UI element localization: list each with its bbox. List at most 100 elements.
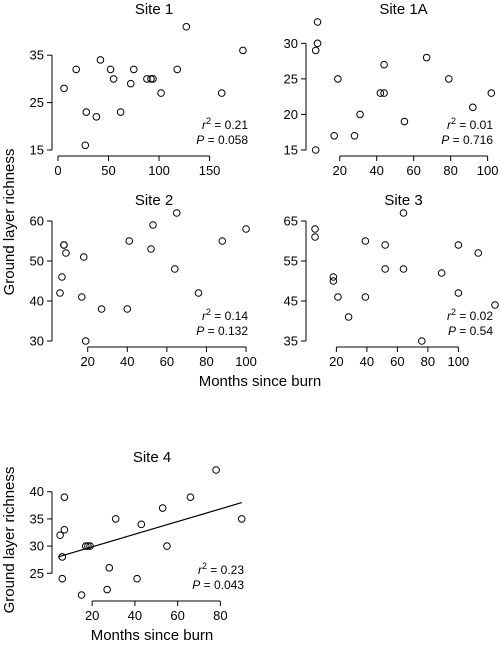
data-point: [239, 46, 247, 55]
ylabel-top: Ground layer richness: [1, 149, 18, 296]
data-point: [81, 141, 90, 150]
data-point: [356, 110, 364, 119]
data-point: [487, 89, 496, 97]
y-tick-label: 35: [30, 511, 44, 526]
panel-title: Site 1A: [379, 1, 427, 18]
data-point: [147, 75, 155, 83]
data-point: [311, 146, 320, 154]
x-tick-label: 80: [213, 608, 227, 623]
data-point: [454, 241, 463, 249]
data-point: [106, 65, 115, 74]
data-point: [77, 293, 86, 301]
data-point: [334, 293, 342, 301]
p-value-label: P = 0.54: [448, 324, 493, 338]
data-point: [111, 515, 120, 523]
data-point: [217, 89, 226, 97]
data-point: [330, 131, 338, 140]
data-point: [62, 249, 70, 257]
y-tick-label: 15: [284, 143, 298, 158]
data-point: [129, 65, 138, 74]
x-tick-label: 50: [101, 163, 115, 178]
r-squared-label: r2 = 0.02: [447, 307, 493, 323]
x-tick-label: 100: [448, 354, 470, 369]
p-value-label: P = 0.058: [196, 133, 248, 147]
data-point: [157, 89, 165, 97]
xlabel-bottom: Months since burn: [91, 627, 214, 644]
x-tick-label: 150: [199, 163, 221, 178]
y-tick-label: 60: [30, 214, 44, 229]
r-squared-label: r2 = 0.21: [202, 116, 248, 132]
data-point: [97, 305, 106, 313]
data-point: [399, 209, 408, 217]
y-tick-label: 15: [30, 143, 44, 158]
data-point: [125, 237, 134, 245]
data-point: [56, 289, 64, 297]
data-point: [60, 525, 69, 534]
data-point: [173, 65, 182, 74]
data-point: [116, 108, 125, 116]
data-point: [491, 301, 499, 309]
y-tick-label: 25: [30, 95, 44, 110]
panel-site-4: Site 3 20 40 60 80 100 35 45 55 65 r2 = 0.02P = 0.…: [284, 192, 499, 369]
data-point: [172, 209, 181, 217]
x-tick-label: 40: [128, 608, 142, 623]
x-tick-label: 20: [329, 354, 343, 369]
panel-site-1: Site 1 0 50 100 150 15 25 35 r2 = 0.21P = 0.058: [30, 1, 249, 178]
data-point: [86, 542, 94, 550]
data-point: [380, 60, 388, 69]
y-tick-label: 40: [30, 294, 44, 309]
y-tick-label: 25: [30, 566, 44, 581]
data-point: [329, 277, 338, 285]
x-tick-label: 60: [406, 163, 420, 178]
data-point: [399, 265, 408, 273]
data-point: [380, 89, 388, 97]
data-point: [311, 225, 319, 233]
y-tick-label: 30: [284, 36, 298, 51]
y-tick-label: 35: [284, 334, 298, 349]
data-point: [311, 46, 320, 55]
r-squared-label: r2 = 0.23: [198, 561, 244, 577]
x-tick-label: 80: [421, 354, 435, 369]
data-point: [158, 504, 167, 512]
data-point: [182, 22, 191, 31]
x-tick-label: 80: [199, 354, 213, 369]
x-tick-label: 40: [369, 163, 383, 178]
x-tick-label: 20: [80, 354, 94, 369]
data-point: [350, 131, 359, 140]
data-point: [143, 75, 151, 83]
data-point: [60, 493, 69, 501]
data-point: [92, 113, 101, 121]
data-point: [109, 75, 118, 83]
y-tick-label: 40: [30, 484, 44, 499]
r-squared-label: r2 = 0.01: [447, 116, 493, 132]
data-point: [60, 84, 68, 93]
data-point: [147, 245, 155, 253]
data-point: [422, 53, 431, 62]
x-tick-label: 40: [120, 354, 134, 369]
data-point: [170, 265, 179, 273]
x-tick-label: 60: [390, 354, 404, 369]
xlabel-top: Months since burn: [199, 373, 322, 390]
y-tick-label: 30: [30, 334, 44, 349]
data-point: [381, 241, 390, 249]
data-point: [77, 591, 86, 599]
data-point: [381, 265, 390, 273]
x-tick-label: 100: [148, 163, 170, 178]
x-tick-label: 80: [443, 163, 457, 178]
data-point: [334, 75, 342, 83]
data-point: [58, 574, 67, 583]
data-point: [126, 79, 135, 88]
data-point: [418, 337, 426, 345]
data-point: [218, 237, 227, 245]
data-point: [79, 253, 88, 261]
data-point: [469, 103, 477, 112]
data-point: [149, 221, 157, 229]
data-point: [454, 289, 463, 297]
data-point: [313, 18, 322, 26]
data-point: [58, 273, 66, 281]
data-point: [123, 305, 132, 313]
data-point: [58, 553, 67, 561]
data-point: [344, 313, 353, 321]
x-tick-label: 60: [170, 608, 184, 623]
panel-site-3: Site 2 20 40 60 80 100 30 40 50 60 r2 = 0.14P = 0.…: [30, 192, 257, 369]
